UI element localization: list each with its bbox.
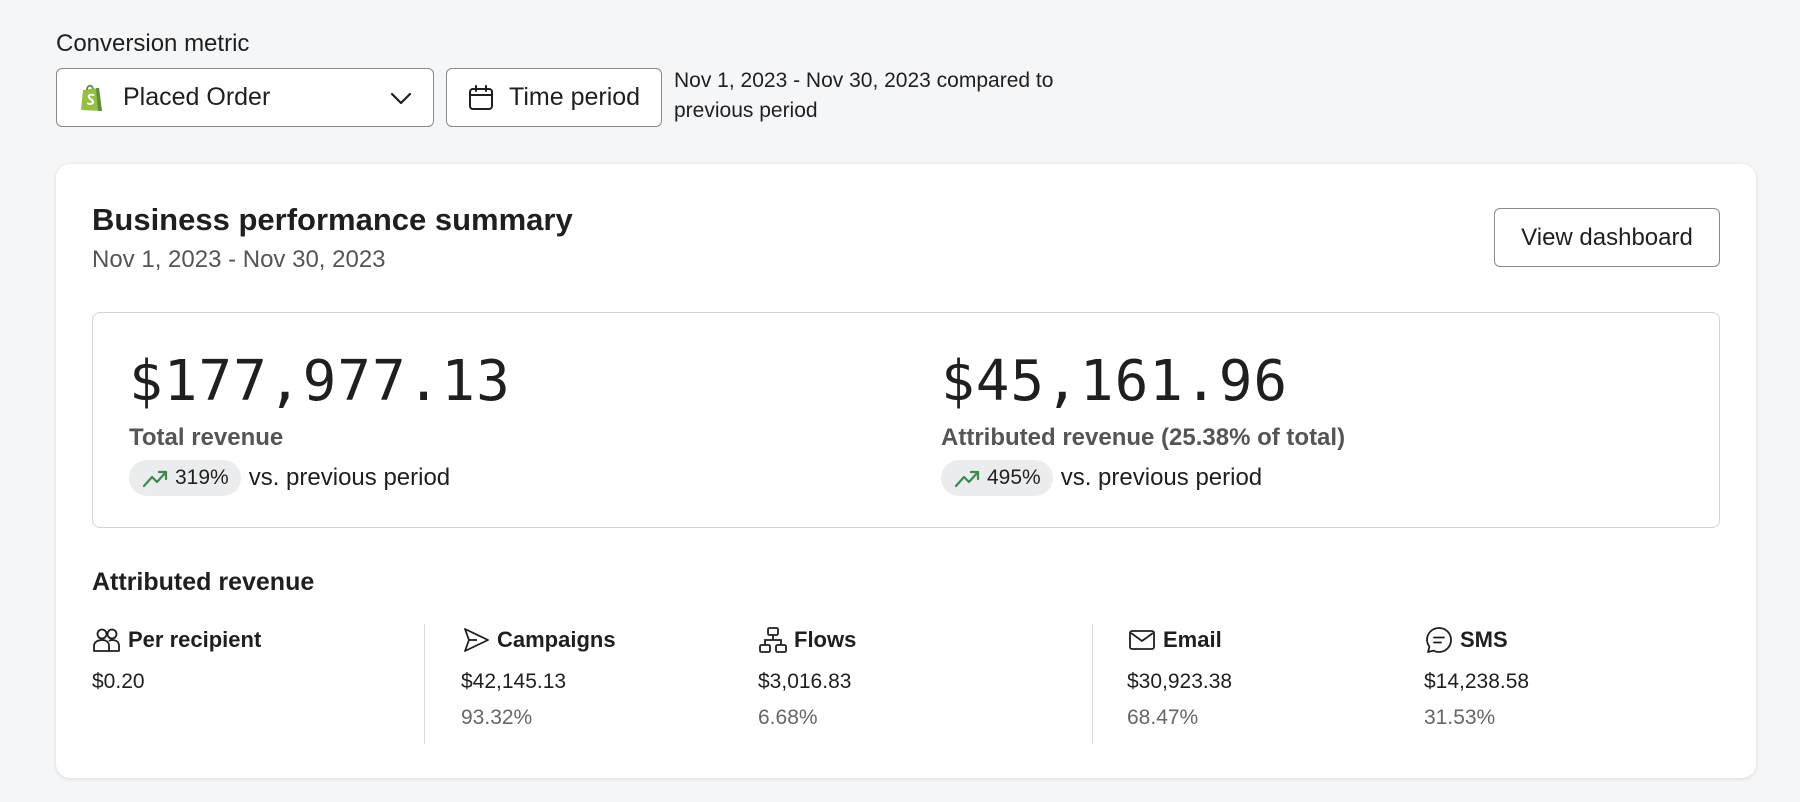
flow-icon: [758, 625, 788, 655]
divider: [1092, 624, 1093, 744]
sms-column: SMS $14,238.58 31.53%: [1424, 624, 1529, 730]
email-percent: 68.47%: [1127, 706, 1199, 729]
total-revenue-delta-suffix: vs. previous period: [248, 464, 451, 491]
shopify-icon: [79, 83, 107, 113]
flows-percent: 6.68%: [758, 706, 818, 729]
total-revenue-delta: 319%: [175, 466, 229, 489]
per-recipient-column: Per recipient $0.20: [92, 624, 261, 694]
total-revenue-label: Total revenue: [129, 424, 284, 451]
total-revenue-delta-row: 319% vs. previous period: [129, 460, 511, 496]
card-date-range: Nov 1, 2023 - Nov 30, 2023: [92, 246, 386, 273]
conversion-metric-label: Conversion metric: [56, 30, 250, 57]
campaigns-value: $42,145.13: [461, 670, 567, 693]
divider: [424, 624, 425, 744]
attributed-revenue-label: Attributed revenue (25.38% of total): [941, 424, 1346, 451]
controls-row: Placed Order Time period Nov 1, 2023 - N…: [56, 68, 1094, 127]
time-period-label: Time period: [509, 83, 641, 111]
chevron-down-icon: [389, 86, 413, 110]
send-icon: [461, 625, 491, 655]
email-value: $30,923.38: [1127, 670, 1233, 693]
flows-column: Flows $3,016.83 6.68%: [758, 624, 856, 730]
campaigns-label: Campaigns: [497, 627, 616, 652]
total-revenue-delta-badge: 319%: [129, 460, 241, 496]
revenue-stats-box: $177,977.13 Total revenue 319% vs. previ…: [92, 312, 1720, 528]
business-performance-card: Business performance summary Nov 1, 2023…: [56, 164, 1756, 778]
conversion-metric-select[interactable]: Placed Order: [56, 68, 434, 127]
people-icon: [92, 625, 122, 655]
flows-value: $3,016.83: [758, 670, 852, 693]
card-title: Business performance summary: [92, 202, 573, 237]
conversion-metric-value: Placed Order: [123, 83, 271, 111]
view-dashboard-button[interactable]: View dashboard: [1494, 208, 1720, 267]
sms-label: SMS: [1460, 627, 1508, 652]
campaigns-percent: 93.32%: [461, 706, 533, 729]
attributed-revenue-heading: Attributed revenue: [92, 568, 315, 596]
email-column: Email $30,923.38 68.47%: [1127, 624, 1232, 730]
sms-icon: [1424, 625, 1454, 655]
attributed-revenue-delta-badge: 495%: [941, 460, 1053, 496]
flows-label: Flows: [794, 627, 857, 652]
attributed-revenue-breakdown: Per recipient $0.20 Campaigns $42,145.13…: [92, 624, 1720, 744]
per-recipient-label: Per recipient: [128, 627, 262, 652]
calendar-icon: [467, 84, 495, 112]
total-revenue-value: $177,977.13: [129, 349, 511, 414]
trend-up-icon: [953, 464, 981, 492]
time-period-description: Nov 1, 2023 - Nov 30, 2023 compared to p…: [674, 69, 1054, 122]
sms-percent: 31.53%: [1424, 706, 1496, 729]
attributed-revenue-delta-row: 495% vs. previous period: [941, 460, 1345, 496]
attributed-revenue-delta: 495%: [987, 466, 1041, 489]
trend-up-icon: [141, 464, 169, 492]
attributed-revenue-stat: $45,161.96 Attributed revenue (25.38% of…: [941, 349, 1345, 496]
per-recipient-value: $0.20: [92, 670, 145, 693]
attributed-revenue-delta-suffix: vs. previous period: [1060, 464, 1263, 491]
total-revenue-stat: $177,977.13 Total revenue 319% vs. previ…: [129, 349, 511, 496]
email-label: Email: [1163, 627, 1222, 652]
attributed-revenue-value: $45,161.96: [941, 349, 1289, 414]
campaigns-column: Campaigns $42,145.13 93.32%: [461, 624, 616, 730]
email-icon: [1127, 625, 1157, 655]
time-period-button[interactable]: Time period: [446, 68, 662, 127]
sms-value: $14,238.58: [1424, 670, 1530, 693]
